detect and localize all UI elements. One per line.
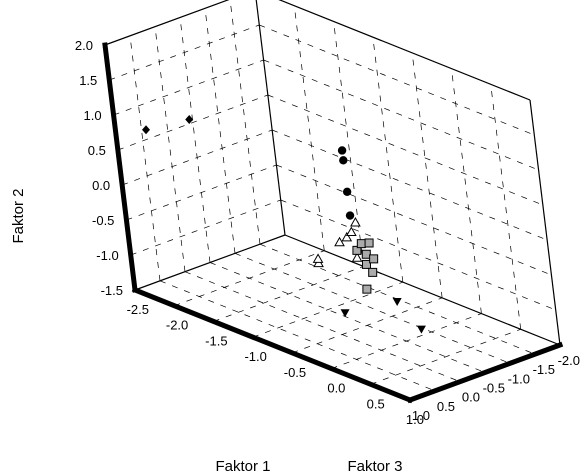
x-tick-label: 1.0 xyxy=(406,412,424,427)
z-tick-label: 0.5 xyxy=(437,399,455,414)
floor-grid-line xyxy=(184,271,461,382)
data-point-square xyxy=(364,238,374,248)
x-tick-label: 0.0 xyxy=(327,381,345,396)
left-wall-grid-line xyxy=(130,199,281,256)
left-wall-grid-line xyxy=(154,26,186,272)
data-point-triangle-open xyxy=(334,236,345,247)
left-wall-grid-line xyxy=(113,59,264,116)
floor-grid-line xyxy=(213,266,364,322)
axis-frame xyxy=(102,0,564,404)
y-tick-label: -0.5 xyxy=(92,213,114,228)
right-wall-grid-line xyxy=(451,68,482,314)
data-point-diamond xyxy=(185,115,194,125)
data-point-triangle-down xyxy=(392,297,402,306)
x-tick-label: 0.5 xyxy=(367,396,385,411)
data-point-circle xyxy=(337,146,347,155)
back-floor-edge-left xyxy=(134,234,286,291)
data-point-diamond xyxy=(142,125,150,135)
left-vertical-edge xyxy=(102,42,138,293)
x-tick-label: -1.0 xyxy=(244,349,266,364)
left-wall-grid-line xyxy=(229,0,261,245)
data-point-square xyxy=(369,254,379,264)
right-wall-grid-line xyxy=(411,52,443,298)
data-point-triangle-open xyxy=(345,226,357,237)
z-tick-label: 0.0 xyxy=(462,390,480,405)
x-axis-title: Faktor 1 xyxy=(215,458,270,475)
right-wall-grid-line xyxy=(280,199,556,311)
floor-grid-line xyxy=(234,253,511,364)
x-tick-label: -2.5 xyxy=(127,302,149,317)
data-point-triangle-down xyxy=(340,309,350,318)
y-tick-label: 1.5 xyxy=(79,73,97,88)
z-tick-label: -0.5 xyxy=(483,381,505,396)
floor-grid-line xyxy=(159,280,436,392)
floor-grid-line xyxy=(370,328,521,385)
floor-grid-line xyxy=(209,262,486,373)
right-wall-grid-line xyxy=(272,129,548,241)
left-wall-grid-line xyxy=(204,8,236,254)
right-wall-grid-line xyxy=(490,84,522,330)
z-tick-label: -1.0 xyxy=(508,371,530,386)
right-wall-grid-line xyxy=(276,164,552,276)
tick-labels: -1.5-1.0-0.50.00.51.01.52.0-2.5-2.0-1.5-… xyxy=(75,38,580,427)
data-point-circle xyxy=(342,187,352,196)
data-point-triangle-down xyxy=(416,325,426,334)
z-tick-label: -1.5 xyxy=(533,362,555,377)
z-tick-label: -2.0 xyxy=(558,353,580,368)
front-floor-edge xyxy=(131,286,414,404)
data-point-square xyxy=(356,239,366,249)
x-tick-label: -0.5 xyxy=(284,365,306,380)
y-tick-label: 0.0 xyxy=(92,178,110,193)
data-point-square xyxy=(362,284,372,294)
data-point-square xyxy=(361,249,371,259)
right-wall-grid-line xyxy=(293,5,325,251)
right-wall-grid-line xyxy=(333,21,364,267)
y-tick-label: 1.0 xyxy=(83,108,101,123)
z-tick-label: 1.0 xyxy=(412,408,430,423)
data-point-triangle-open xyxy=(341,231,353,242)
x-tick-label: -1.5 xyxy=(205,333,227,348)
floor-grid-line xyxy=(252,281,403,338)
data-point-triangle-open xyxy=(351,252,363,262)
y-tick-label: 2.0 xyxy=(75,38,93,53)
right-wall-grid-line xyxy=(263,59,539,171)
right-wall-grid-line xyxy=(372,37,404,283)
z-axis-title: Faktor 3 xyxy=(347,458,402,475)
data-point-triangle-open xyxy=(350,216,361,227)
data-point-circle xyxy=(339,156,348,165)
right-vertical-edge xyxy=(529,99,561,346)
right-wall-grid-line xyxy=(267,94,543,206)
data-point-triangle-open xyxy=(312,253,324,263)
left-wall-grid-line xyxy=(179,17,211,263)
data-point-circle xyxy=(345,211,355,220)
y-tick-label: -1.5 xyxy=(101,283,123,298)
back-vertical-edge xyxy=(255,0,286,236)
left-wall-grid-line xyxy=(117,94,268,151)
y-tick-label: 0.5 xyxy=(88,143,106,158)
data-point-square xyxy=(361,259,371,269)
x-tick-label: -2.0 xyxy=(166,318,188,333)
y-axis-title: Faktor 2 xyxy=(10,188,27,243)
top-edge-right xyxy=(278,0,531,101)
left-wall-grid-line xyxy=(129,35,161,281)
data-points xyxy=(142,115,426,334)
back-floor-edge-right xyxy=(284,234,561,346)
top-edge-left xyxy=(104,0,230,46)
right-floor-edge xyxy=(406,341,564,404)
y-tick-label: -1.0 xyxy=(96,248,118,263)
right-wall-grid-line xyxy=(259,24,535,136)
data-point-square xyxy=(368,267,378,277)
